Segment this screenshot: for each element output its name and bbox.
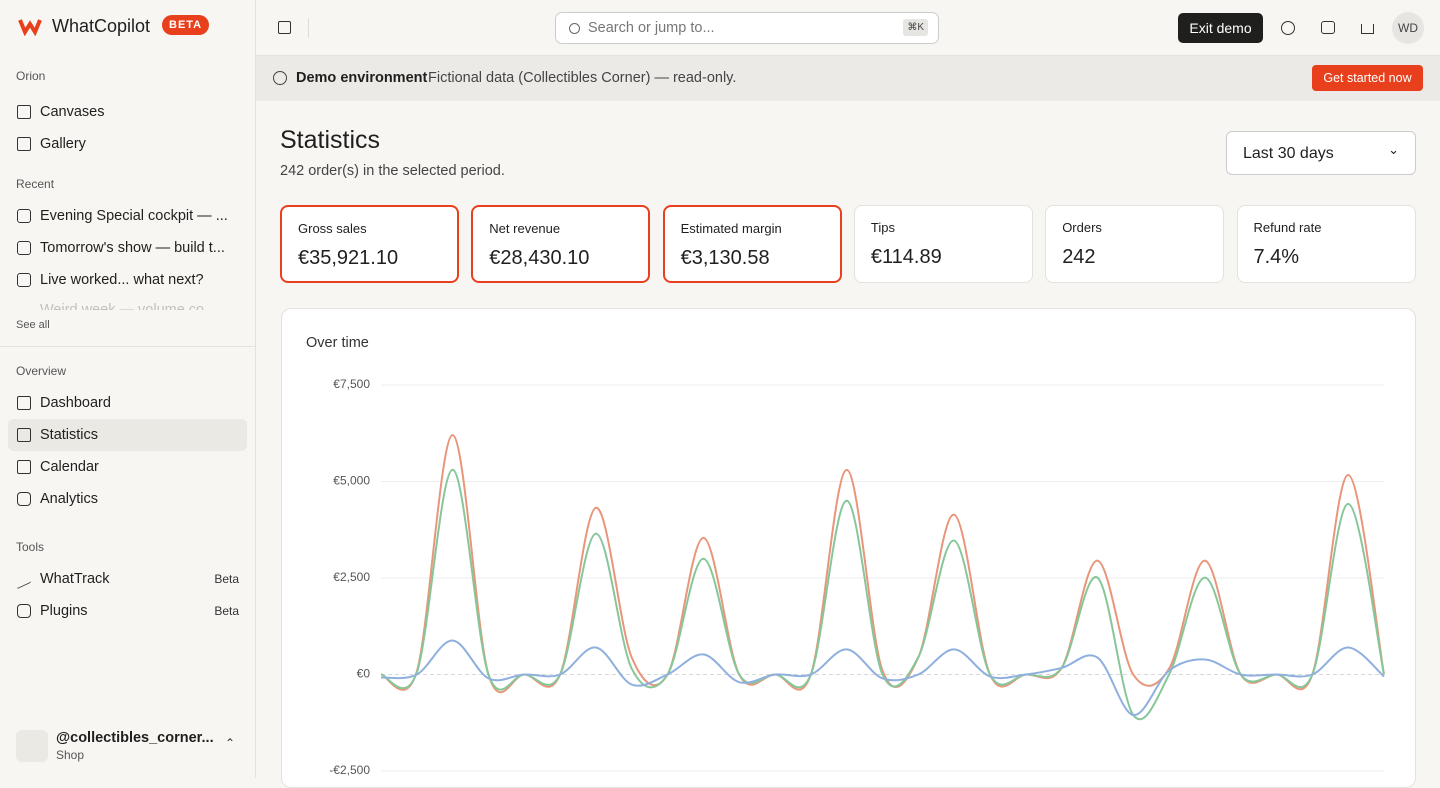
divider	[308, 18, 309, 38]
page-title: Statistics	[280, 126, 381, 154]
exit-demo[interactable]: Exit demo	[1178, 13, 1263, 43]
logo	[18, 19, 42, 36]
section-title: Orion	[16, 69, 46, 83]
section-title: Overview	[16, 364, 67, 378]
search-icon	[569, 23, 580, 34]
kpi-value: €28,430.10	[489, 247, 590, 269]
nav-item[interactable]: Gallery	[8, 128, 247, 160]
banner-text: Fictional data (Collectibles Corner) — r…	[428, 70, 737, 86]
label: Canvases	[40, 104, 105, 120]
kpi-card[interactable]: Gross sales €35,921.10	[280, 205, 459, 283]
chart: Over time -€2,500 €0 €2,500 €5,000 €7,500	[306, 335, 1385, 777]
label: Weird week — volume co...	[40, 302, 217, 310]
nav-item[interactable]: Calendar	[8, 451, 247, 483]
avatar[interactable]: WD	[1392, 12, 1424, 44]
nav-item[interactable]: Analytics	[8, 483, 247, 515]
kpi-label: Orders	[1062, 220, 1102, 235]
account-switch[interactable]: ⌃	[225, 736, 236, 750]
share[interactable]	[1361, 24, 1374, 34]
search-placeholder: Search or jump to...	[588, 20, 715, 36]
see-all[interactable]: See all	[16, 319, 50, 331]
info-icon	[273, 71, 287, 85]
kpi-label: Estimated margin	[680, 221, 782, 236]
nav-item[interactable]: Statistics	[8, 419, 247, 451]
shop-icon	[16, 730, 48, 762]
kpi-value: €114.89	[870, 246, 942, 268]
help[interactable]	[1281, 21, 1295, 35]
label: Calendar	[40, 459, 99, 475]
kpi-value: 7.4%	[1253, 246, 1300, 268]
nav-item[interactable]: Dashboard	[8, 387, 247, 419]
nav-item[interactable]: Canvases	[8, 96, 247, 128]
label: Tomorrow's show — build t...	[40, 240, 225, 256]
shortcut: ⌘K	[903, 19, 928, 36]
y-tick-label: €7,500	[333, 377, 370, 391]
section-title: Recent	[16, 177, 55, 191]
kpi-card[interactable]: Net revenue €28,430.10	[471, 205, 651, 283]
kpi-card[interactable]: Tips €114.89	[853, 205, 1033, 283]
account-role: Shop	[56, 748, 85, 762]
kpi-label: Refund rate	[1253, 220, 1322, 235]
kpi-label: Net revenue	[489, 221, 561, 236]
label: Gallery	[40, 136, 86, 152]
kpi-card[interactable]: Orders 242	[1045, 205, 1225, 283]
section-title: Tools	[16, 540, 45, 554]
y-tick-label: €0	[357, 667, 371, 681]
series-line	[380, 639, 1385, 717]
badge: Beta	[214, 572, 239, 586]
search[interactable]: Search or jump to... ⌘K	[555, 12, 939, 44]
recent-item[interactable]: Evening Special cockpit — ...	[8, 200, 247, 232]
feedback[interactable]	[1321, 21, 1335, 34]
demo-banner: Demo environment Fictional data (Collect…	[256, 56, 1440, 101]
label: Statistics	[40, 427, 99, 443]
kpi-label: Tips	[870, 220, 895, 235]
label: Live worked... what next?	[40, 272, 204, 288]
kpi-value: €35,921.10	[298, 247, 399, 269]
period-select[interactable]: Last 30 days ⌄	[1226, 131, 1416, 175]
label: Plugins	[40, 603, 88, 619]
divider	[0, 346, 255, 347]
label: WhatTrack	[40, 571, 110, 587]
period: Last 30 days	[1243, 145, 1334, 162]
label: Dashboard	[40, 395, 111, 411]
recent-item[interactable]: Weird week — volume co...	[8, 296, 247, 310]
nav-item[interactable]: WhatTrack Beta	[8, 563, 247, 595]
beta-badge: BETA	[162, 15, 210, 35]
kpi-card[interactable]: Estimated margin €3,130.58	[662, 205, 842, 283]
y-tick-label: €5,000	[333, 474, 370, 488]
kpi-value: €3,130.58	[680, 247, 770, 269]
y-tick-label: -€2,500	[329, 763, 370, 777]
label: Evening Special cockpit — ...	[40, 208, 228, 224]
brand: WhatCopilot	[52, 16, 151, 36]
chart-title: Over time	[306, 335, 369, 351]
page-subtitle: 242 order(s) in the selected period.	[280, 163, 505, 179]
kpi-label: Gross sales	[298, 221, 367, 236]
series-line	[380, 434, 1385, 694]
series-line	[380, 468, 1385, 721]
kpi-value: 242	[1062, 246, 1096, 268]
recent-item[interactable]: Tomorrow's show — build t...	[8, 232, 247, 264]
kpi-card[interactable]: Refund rate 7.4%	[1236, 205, 1416, 283]
recent-item[interactable]: Live worked... what next?	[8, 264, 247, 296]
chart-card: Over time -€2,500 €0 €2,500 €5,000 €7,500	[281, 308, 1416, 788]
account-name[interactable]: @collectibles_corner...	[56, 730, 214, 746]
topbar: Search or jump to... ⌘K Exit demo WD	[256, 0, 1440, 56]
badge: Beta	[214, 604, 239, 618]
sidebar: WhatCopilot BETA Orion Canvases Gallery …	[0, 0, 256, 778]
nav-item[interactable]: Plugins Beta	[8, 595, 247, 627]
label: Analytics	[40, 491, 99, 507]
y-tick-label: €2,500	[333, 570, 370, 584]
get-started[interactable]: Get started now	[1312, 65, 1423, 91]
sidebar-toggle[interactable]	[278, 21, 291, 34]
banner-title: Demo environment	[296, 70, 428, 86]
